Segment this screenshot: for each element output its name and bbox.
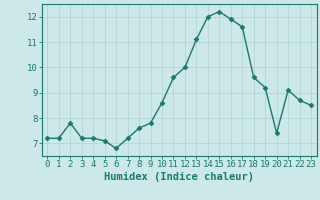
X-axis label: Humidex (Indice chaleur): Humidex (Indice chaleur) [104,172,254,182]
